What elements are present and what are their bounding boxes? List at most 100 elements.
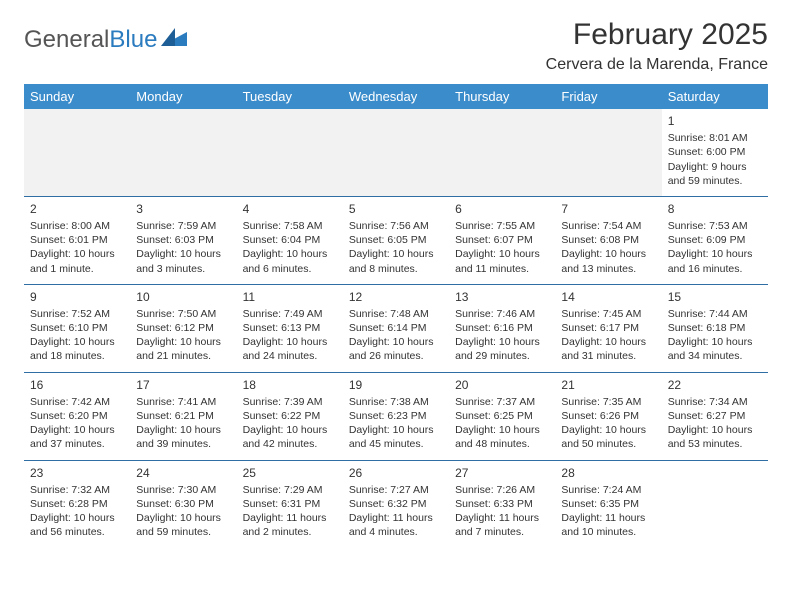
day-number: 9 [30,289,124,305]
day-header: Sunday [24,84,130,109]
location: Cervera de la Marenda, France [546,56,768,74]
sunrise-text: Sunrise: 7:35 AM [561,395,655,409]
calendar-day: 19Sunrise: 7:38 AMSunset: 6:23 PMDayligh… [343,372,449,460]
header: GeneralBlue February 2025 Cervera de la … [24,18,768,74]
day-number: 13 [455,289,549,305]
sunrise-text: Sunrise: 7:55 AM [455,219,549,233]
sunset-text: Sunset: 6:09 PM [668,233,762,247]
sunset-text: Sunset: 6:35 PM [561,497,655,511]
day-number: 24 [136,465,230,481]
calendar-day: 7Sunrise: 7:54 AMSunset: 6:08 PMDaylight… [555,196,661,284]
calendar-empty [24,109,130,196]
sunrise-text: Sunrise: 7:49 AM [243,307,337,321]
sunset-text: Sunset: 6:14 PM [349,321,443,335]
sunset-text: Sunset: 6:16 PM [455,321,549,335]
daylight-text: Daylight: 11 hours and 2 minutes. [243,511,337,539]
sunrise-text: Sunrise: 7:39 AM [243,395,337,409]
sunrise-text: Sunrise: 7:38 AM [349,395,443,409]
day-header: Tuesday [237,84,343,109]
sunrise-text: Sunrise: 7:53 AM [668,219,762,233]
daylight-text: Daylight: 10 hours and 59 minutes. [136,511,230,539]
calendar-day: 11Sunrise: 7:49 AMSunset: 6:13 PMDayligh… [237,284,343,372]
day-number: 10 [136,289,230,305]
day-number: 27 [455,465,549,481]
sunset-text: Sunset: 6:18 PM [668,321,762,335]
day-number: 12 [349,289,443,305]
sunset-text: Sunset: 6:01 PM [30,233,124,247]
sunrise-text: Sunrise: 7:24 AM [561,483,655,497]
calendar-day: 27Sunrise: 7:26 AMSunset: 6:33 PMDayligh… [449,460,555,547]
day-number: 19 [349,377,443,393]
sunrise-text: Sunrise: 7:32 AM [30,483,124,497]
calendar-day: 3Sunrise: 7:59 AMSunset: 6:03 PMDaylight… [130,196,236,284]
sunset-text: Sunset: 6:27 PM [668,409,762,423]
day-number: 6 [455,201,549,217]
calendar-week: 1Sunrise: 8:01 AMSunset: 6:00 PMDaylight… [24,109,768,196]
day-number: 16 [30,377,124,393]
sunrise-text: Sunrise: 7:29 AM [243,483,337,497]
daylight-text: Daylight: 11 hours and 4 minutes. [349,511,443,539]
sunrise-text: Sunrise: 7:30 AM [136,483,230,497]
sunrise-text: Sunrise: 7:50 AM [136,307,230,321]
daylight-text: Daylight: 10 hours and 8 minutes. [349,247,443,275]
sunrise-text: Sunrise: 7:59 AM [136,219,230,233]
sunrise-text: Sunrise: 7:27 AM [349,483,443,497]
calendar-day: 14Sunrise: 7:45 AMSunset: 6:17 PMDayligh… [555,284,661,372]
sunset-text: Sunset: 6:05 PM [349,233,443,247]
day-number: 7 [561,201,655,217]
sunset-text: Sunset: 6:22 PM [243,409,337,423]
day-number: 3 [136,201,230,217]
month-title: February 2025 [546,18,768,52]
sunrise-text: Sunrise: 7:46 AM [455,307,549,321]
sunset-text: Sunset: 6:26 PM [561,409,655,423]
day-number: 21 [561,377,655,393]
calendar-week: 2Sunrise: 8:00 AMSunset: 6:01 PMDaylight… [24,196,768,284]
day-number: 4 [243,201,337,217]
daylight-text: Daylight: 10 hours and 34 minutes. [668,335,762,363]
day-number: 14 [561,289,655,305]
day-number: 11 [243,289,337,305]
daylight-text: Daylight: 10 hours and 39 minutes. [136,423,230,451]
sunset-text: Sunset: 6:21 PM [136,409,230,423]
daylight-text: Daylight: 10 hours and 56 minutes. [30,511,124,539]
calendar-page: GeneralBlue February 2025 Cervera de la … [0,0,792,565]
sunset-text: Sunset: 6:00 PM [668,145,762,159]
daylight-text: Daylight: 11 hours and 10 minutes. [561,511,655,539]
sunset-text: Sunset: 6:03 PM [136,233,230,247]
sunrise-text: Sunrise: 8:01 AM [668,131,762,145]
day-number: 15 [668,289,762,305]
calendar-day: 26Sunrise: 7:27 AMSunset: 6:32 PMDayligh… [343,460,449,547]
day-number: 8 [668,201,762,217]
sunset-text: Sunset: 6:17 PM [561,321,655,335]
calendar-day: 6Sunrise: 7:55 AMSunset: 6:07 PMDaylight… [449,196,555,284]
sunset-text: Sunset: 6:28 PM [30,497,124,511]
day-header: Wednesday [343,84,449,109]
sunset-text: Sunset: 6:25 PM [455,409,549,423]
sunset-text: Sunset: 6:20 PM [30,409,124,423]
calendar-day: 21 Sunrise: 7:35 AMSunset: 6:26 PMDayligh… [555,372,661,460]
sunrise-text: Sunrise: 7:42 AM [30,395,124,409]
logo-mark-icon [161,28,187,53]
day-number: 28 [561,465,655,481]
calendar-head: SundayMondayTuesdayWednesdayThursdayFrid… [24,84,768,109]
logo-text-part2: Blue [109,26,157,53]
daylight-text: Daylight: 10 hours and 48 minutes. [455,423,549,451]
daylight-text: Daylight: 10 hours and 24 minutes. [243,335,337,363]
sunrise-text: Sunrise: 7:37 AM [455,395,549,409]
day-number: 23 [30,465,124,481]
calendar-day: 18Sunrise: 7:39 AMSunset: 6:22 PMDayligh… [237,372,343,460]
daylight-text: Daylight: 10 hours and 29 minutes. [455,335,549,363]
daylight-text: Daylight: 10 hours and 42 minutes. [243,423,337,451]
sunrise-text: Sunrise: 7:48 AM [349,307,443,321]
daylight-text: Daylight: 10 hours and 50 minutes. [561,423,655,451]
calendar-day: 9Sunrise: 7:52 AMSunset: 6:10 PMDaylight… [24,284,130,372]
logo: GeneralBlue [24,18,187,54]
calendar-week: 23Sunrise: 7:32 AMSunset: 6:28 PMDayligh… [24,460,768,547]
daylight-text: Daylight: 10 hours and 6 minutes. [243,247,337,275]
sunset-text: Sunset: 6:12 PM [136,321,230,335]
calendar-day: 20Sunrise: 7:37 AMSunset: 6:25 PMDayligh… [449,372,555,460]
calendar-day: 28 Sunrise: 7:24 AMSunset: 6:35 PMDayligh… [555,460,661,547]
daylight-text: Daylight: 10 hours and 31 minutes. [561,335,655,363]
sunset-text: Sunset: 6:30 PM [136,497,230,511]
calendar-day: 1Sunrise: 8:01 AMSunset: 6:00 PMDaylight… [662,109,768,196]
